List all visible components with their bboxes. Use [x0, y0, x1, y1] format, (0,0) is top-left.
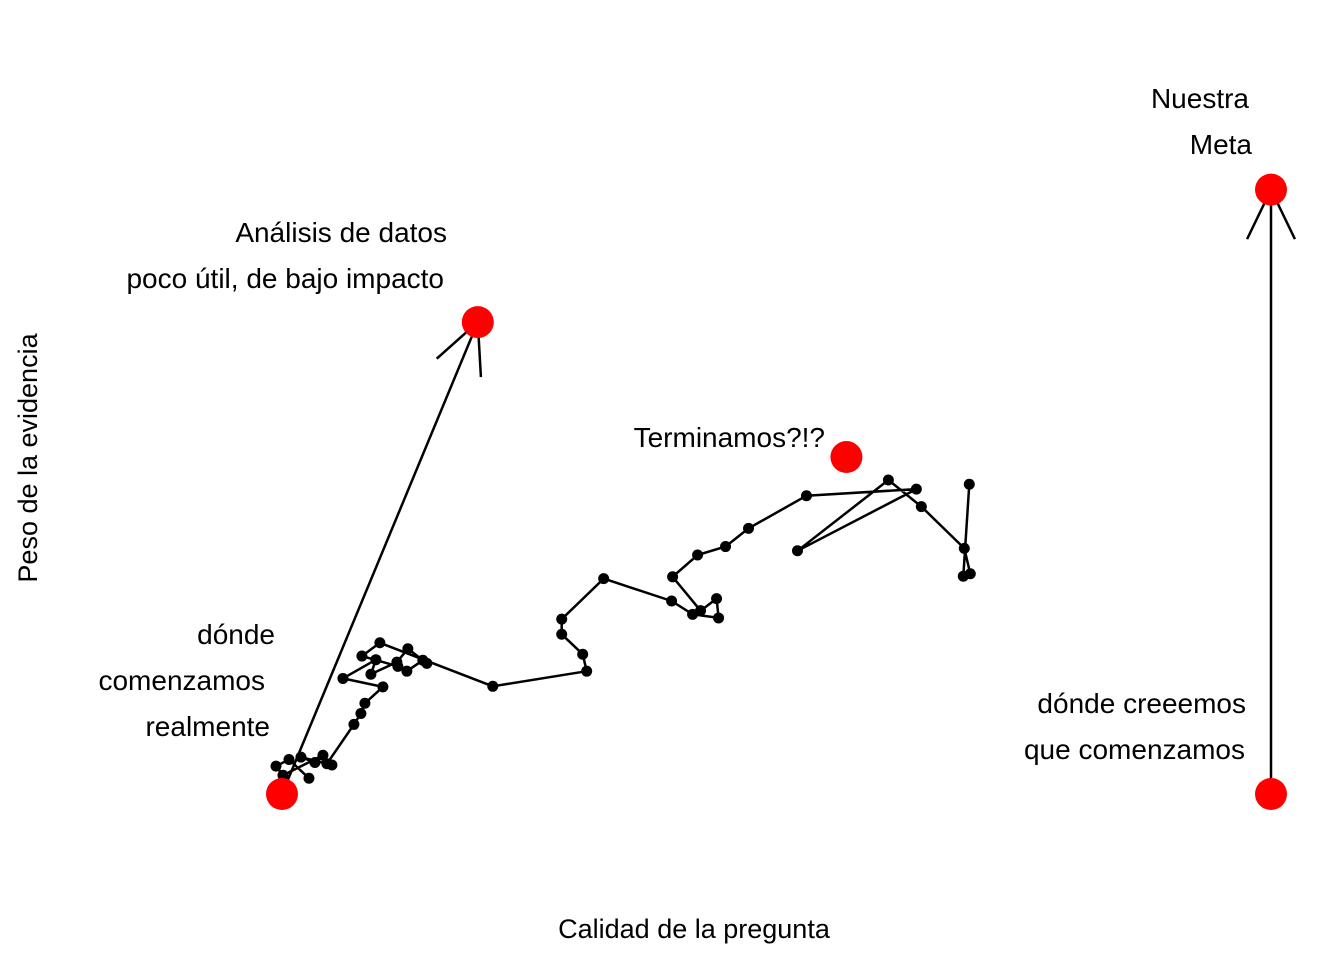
label-where-we-think-line2: que comenzamos	[1024, 734, 1245, 765]
walk-point-35	[695, 605, 707, 617]
walk-point-29	[556, 613, 568, 625]
walk-point-11	[355, 708, 367, 720]
walk-point-30	[598, 573, 610, 585]
walk-point-24	[374, 637, 386, 649]
red-marker-5	[1255, 173, 1287, 206]
walk-point-34	[711, 593, 723, 605]
label-our-goal-line1: Nuestra	[1151, 83, 1249, 114]
walk-point-26	[581, 665, 593, 677]
walk-point-43	[882, 474, 894, 486]
walk-point-31	[666, 595, 678, 607]
label-where-we-started-line1: dónde	[197, 619, 275, 650]
label-useless-analysis-line2: poco útil, de bajo impacto	[126, 263, 444, 294]
y-axis-label: Peso de la evidencia	[13, 332, 43, 582]
walk-point-9	[321, 758, 333, 770]
walk-point-39	[743, 522, 755, 534]
point-layer	[270, 474, 976, 784]
walk-point-27	[577, 648, 589, 660]
label-where-we-think-line1: dónde creeemos	[1037, 688, 1246, 719]
label-where-we-started-line2: comenzamos	[98, 665, 265, 696]
walk-point-40	[800, 490, 812, 502]
x-axis-label: Calidad de la pregunta	[558, 914, 831, 944]
walk-point-23	[356, 650, 368, 662]
walk-point-15	[370, 654, 382, 666]
walk-point-36	[667, 571, 679, 583]
walk-point-42	[791, 545, 803, 557]
walk-point-12	[359, 697, 371, 709]
walk-point-25	[487, 680, 499, 692]
walk-point-33	[713, 612, 725, 624]
walk-point-10	[348, 718, 360, 730]
walk-point-47	[957, 570, 969, 582]
walk-point-4	[277, 769, 289, 781]
walk-point-48	[963, 478, 975, 490]
walk-point-5	[317, 749, 329, 761]
walk-point-3	[270, 760, 282, 772]
label-where-we-started-line3: realmente	[145, 711, 270, 742]
walk-point-22	[392, 660, 404, 672]
walk-point-45	[958, 542, 970, 554]
walk-path-line	[274, 478, 972, 780]
walk-point-38	[720, 541, 732, 553]
walk-point-18	[402, 643, 414, 655]
walk-point-14	[337, 672, 349, 684]
arrow-1-shaft	[280, 321, 479, 795]
walk-point-37	[692, 549, 704, 561]
red-marker-2	[461, 306, 494, 339]
walk-point-44	[915, 501, 927, 513]
walk-point-2	[283, 754, 295, 766]
walk-point-6	[309, 757, 321, 769]
label-our-goal-line2: Meta	[1190, 129, 1253, 160]
walk-point-7	[295, 751, 307, 763]
walk-point-1	[303, 772, 315, 784]
walk-point-16	[365, 668, 377, 680]
red-marker-3	[830, 441, 863, 474]
label-useless-analysis-line1: Análisis de datos	[235, 217, 447, 248]
walk-point-20	[417, 654, 429, 666]
red-marker-1	[265, 778, 298, 810]
red-marker-4	[1255, 778, 1287, 810]
marker-layer	[265, 173, 1287, 810]
walk-point-21	[401, 665, 413, 677]
walk-point-28	[556, 628, 568, 640]
label-done: Terminamos?!?	[634, 422, 825, 453]
walk-point-13	[377, 681, 389, 693]
walk-point-41	[910, 483, 922, 495]
